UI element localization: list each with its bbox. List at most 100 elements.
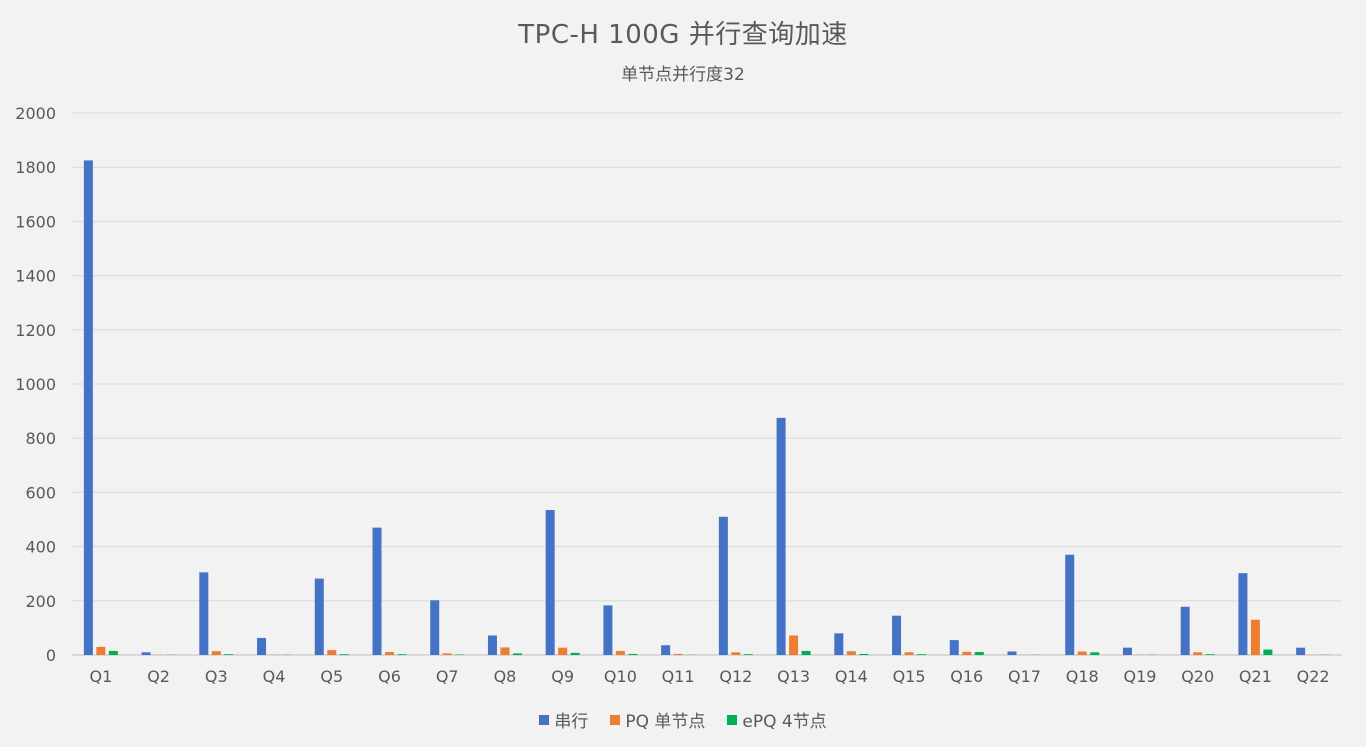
x-tick-label-q4: Q4 <box>263 667 286 686</box>
bar-q21-series-2 <box>1250 619 1260 655</box>
bar-q6-series-1 <box>372 527 382 655</box>
x-tick-label-q17: Q17 <box>1008 667 1041 686</box>
bar-q14-series-1 <box>834 633 844 655</box>
bar-q5-series-3 <box>339 654 349 655</box>
bar-q1-series-2 <box>96 646 106 655</box>
bar-q4-series-1 <box>257 637 267 655</box>
x-tick-label-q3: Q3 <box>205 667 228 686</box>
bar-q6-series-3 <box>397 654 407 655</box>
bar-q9-series-1 <box>545 510 555 655</box>
chart-subtitle: 单节点并行度32 <box>621 65 745 85</box>
x-tick-label-q22: Q22 <box>1297 667 1330 686</box>
bar-q8-series-3 <box>512 653 522 655</box>
x-tick-label-q19: Q19 <box>1123 667 1156 686</box>
bar-q13-series-1 <box>776 417 786 655</box>
y-tick-label: 1400 <box>15 267 56 286</box>
bar-q12-series-3 <box>743 654 753 655</box>
bar-q14-series-3 <box>859 653 869 655</box>
x-tick-label-q16: Q16 <box>950 667 983 686</box>
bar-q21-series-3 <box>1263 649 1273 655</box>
bar-q18-series-3 <box>1090 652 1100 655</box>
x-tick-label-q11: Q11 <box>662 667 695 686</box>
x-tick-label-q1: Q1 <box>89 667 112 686</box>
x-tick-label-q20: Q20 <box>1181 667 1214 686</box>
x-tick-label-q2: Q2 <box>147 667 170 686</box>
bar-q3-series-1 <box>199 572 209 655</box>
bar-q16-series-1 <box>949 640 959 655</box>
legend: 串行 PQ 单节点 ePQ 4节点 <box>0 707 1366 732</box>
y-tick-label: 200 <box>25 592 56 611</box>
legend-item-pq: PQ 单节点 <box>610 707 705 732</box>
bar-q5-series-2 <box>327 650 337 655</box>
x-tick-label-q15: Q15 <box>893 667 926 686</box>
bar-q15-series-1 <box>892 615 902 655</box>
x-tick-label-q10: Q10 <box>604 667 637 686</box>
y-tick-label: 2000 <box>15 104 56 123</box>
y-tick-label: 1000 <box>15 375 56 394</box>
x-tick-label-q9: Q9 <box>551 667 574 686</box>
bar-q21-series-1 <box>1238 573 1248 655</box>
bar-q13-series-2 <box>789 635 799 655</box>
y-tick-label: 1200 <box>15 321 56 340</box>
bar-q3-series-2 <box>211 651 221 655</box>
legend-label-pq: PQ 单节点 <box>625 712 706 732</box>
bar-q16-series-3 <box>974 652 984 655</box>
legend-label-serial: 串行 <box>554 712 589 732</box>
y-tick-label: 1600 <box>15 212 56 231</box>
chart-title: TPC-H 100G 并行查询加速 <box>518 20 848 50</box>
bar-q1-series-3 <box>108 650 118 655</box>
bar-q20-series-1 <box>1180 606 1190 655</box>
bar-q11-series-2 <box>673 653 683 655</box>
bar-q15-series-3 <box>917 654 927 655</box>
y-tick-label: 0 <box>46 646 56 665</box>
bar-q13-series-3 <box>801 650 811 655</box>
bar-q8-series-1 <box>487 635 497 655</box>
x-tick-label-q6: Q6 <box>378 667 401 686</box>
bar-q8-series-2 <box>500 647 510 655</box>
bar-q12-series-2 <box>731 652 741 655</box>
legend-item-epq: ePQ 4节点 <box>727 707 827 732</box>
bar-q18-series-1 <box>1065 554 1075 655</box>
x-tick-label-q8: Q8 <box>494 667 517 686</box>
legend-label-epq: ePQ 4节点 <box>742 712 827 732</box>
legend-item-serial: 串行 <box>539 707 588 732</box>
bar-q2-series-1 <box>141 652 151 655</box>
x-tick-label-q7: Q7 <box>436 667 459 686</box>
bar-q10-series-3 <box>628 653 638 655</box>
bar-q17-series-1 <box>1007 651 1017 655</box>
y-tick-label: 800 <box>25 429 56 448</box>
bar-q15-series-2 <box>904 652 914 655</box>
bar-q9-series-3 <box>570 652 580 655</box>
bar-q7-series-2 <box>442 653 452 655</box>
bar-q19-series-1 <box>1122 647 1132 655</box>
bar-q18-series-2 <box>1077 651 1087 655</box>
bar-q10-series-2 <box>615 650 625 655</box>
bar-q11-series-1 <box>661 645 671 655</box>
x-tick-label-q12: Q12 <box>719 667 752 686</box>
bar-q22-series-1 <box>1296 647 1306 655</box>
bar-q6-series-2 <box>385 652 394 655</box>
x-tick-label-q21: Q21 <box>1239 667 1272 686</box>
bar-q16-series-2 <box>962 651 972 655</box>
bar-q20-series-2 <box>1193 652 1203 655</box>
bar-q5-series-1 <box>314 578 324 655</box>
legend-swatch-serial <box>539 714 550 725</box>
bar-q10-series-1 <box>603 605 613 655</box>
y-tick-label: 600 <box>25 483 56 502</box>
legend-swatch-pq <box>610 714 621 725</box>
bar-q14-series-2 <box>846 651 856 655</box>
legend-swatch-epq <box>727 714 738 725</box>
bar-q12-series-1 <box>718 516 728 655</box>
x-tick-label-q13: Q13 <box>777 667 810 686</box>
y-tick-label: 1800 <box>15 158 56 177</box>
x-tick-label-q18: Q18 <box>1066 667 1099 686</box>
x-tick-label-q5: Q5 <box>320 667 343 686</box>
y-tick-label: 400 <box>25 538 56 557</box>
x-tick-label-q14: Q14 <box>835 667 868 686</box>
bar-q1-series-1 <box>83 160 93 656</box>
bar-q9-series-2 <box>558 647 568 655</box>
bar-q3-series-3 <box>224 654 234 655</box>
bar-q7-series-1 <box>430 600 440 655</box>
